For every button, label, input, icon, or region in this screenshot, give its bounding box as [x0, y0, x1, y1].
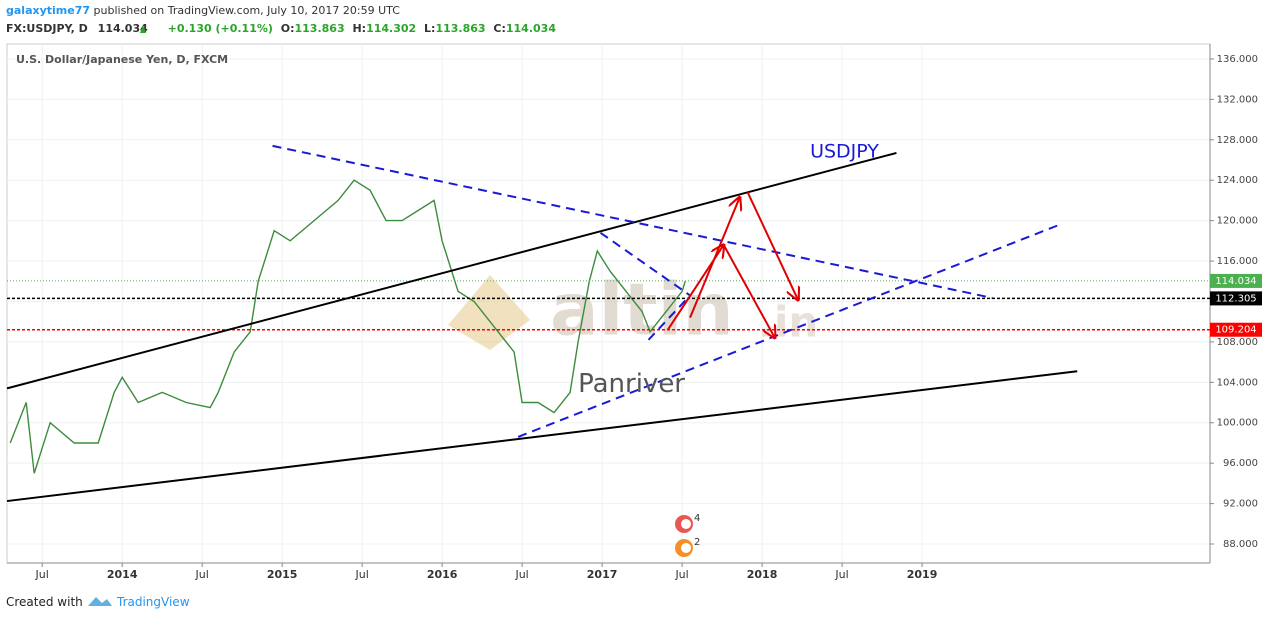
y-tick-label: 128.000	[1217, 135, 1258, 146]
y-tick-label: 88.000	[1223, 539, 1258, 550]
chart-title: U.S. Dollar/Japanese Yen, D, FXCM	[16, 53, 228, 66]
footer-created: Created with	[6, 595, 83, 609]
price-box-label: 112.305	[1215, 293, 1256, 304]
header-line: galaxytime77 published on TradingView.co…	[6, 4, 400, 17]
ohlc-label: H:	[352, 22, 366, 35]
y-tick-label: 132.000	[1217, 94, 1258, 105]
trend-line	[599, 231, 691, 297]
x-tick-label: 2019	[907, 568, 938, 581]
x-tick-label: Jul	[355, 568, 369, 581]
x-tick-label: Jul	[195, 568, 209, 581]
ohlc-value: 114.302	[366, 22, 416, 35]
price-box	[1210, 322, 1262, 337]
arrow	[689, 197, 740, 319]
change: +0.130 (+0.11%)	[168, 22, 273, 35]
event-icon-inner	[681, 519, 691, 529]
watermark: altin	[550, 268, 734, 352]
trend-line	[272, 144, 993, 299]
ohlc-value: 114.034	[506, 22, 556, 35]
y-tick-label: 108.000	[1217, 337, 1258, 348]
last-price-box	[1210, 273, 1262, 288]
annotation: Panriver	[578, 369, 685, 399]
trend-line	[647, 294, 691, 341]
event-count: 2	[694, 537, 700, 548]
ohlc-value: 113.863	[435, 22, 485, 35]
trend-line	[6, 370, 1078, 503]
x-tick-label: Jul	[834, 568, 848, 581]
price-line	[9, 179, 686, 474]
arrow	[746, 191, 798, 300]
y-tick-label: 120.000	[1217, 216, 1258, 227]
arrow	[722, 244, 775, 338]
y-tick-label: 124.000	[1217, 175, 1258, 186]
ohlc-label: O:	[281, 22, 295, 35]
trend-line	[517, 223, 1060, 438]
x-tick-label: 2016	[427, 568, 458, 581]
annotation: USDJPY	[810, 140, 879, 162]
up-icon	[140, 25, 146, 33]
tv-logo	[88, 597, 112, 606]
x-tick-label: Jul	[674, 568, 688, 581]
last: 114.034	[98, 22, 148, 35]
event-count: 4	[694, 513, 700, 524]
published: published on TradingView.com, July 10, 2…	[94, 4, 401, 17]
y-tick-label: 116.000	[1217, 256, 1258, 267]
price-box	[1210, 291, 1262, 306]
footer-brand[interactable]: TradingView	[116, 595, 190, 609]
x-tick-label: Jul	[35, 568, 49, 581]
event-icon-inner	[681, 543, 691, 553]
y-tick-label: 92.000	[1223, 499, 1258, 510]
watermark-logo	[448, 275, 530, 350]
symbol-line: FX:USDJPY, D 114.034 +0.130 (+0.11%) O:1…	[6, 22, 556, 35]
y-tick-label: 100.000	[1217, 418, 1258, 429]
x-tick-label: 2015	[267, 568, 298, 581]
footer-line: Created with TradingView	[6, 595, 190, 609]
ohlc-label: C:	[493, 22, 505, 35]
author[interactable]: galaxytime77	[6, 4, 90, 17]
y-tick-label: 136.000	[1217, 54, 1258, 65]
symbol: FX:USDJPY, D	[6, 22, 88, 35]
price-box-label: 109.204	[1215, 325, 1256, 336]
ohlc-value: 113.863	[295, 22, 345, 35]
last-price-label: 114.034	[1215, 276, 1256, 287]
x-tick-label: Jul	[514, 568, 528, 581]
y-tick-label: 104.000	[1217, 377, 1258, 388]
ohlc-label: L:	[424, 22, 435, 35]
x-tick-label: 2014	[107, 568, 138, 581]
y-tick-label: 96.000	[1223, 458, 1258, 469]
x-tick-label: 2018	[747, 568, 778, 581]
x-tick-label: 2017	[587, 568, 618, 581]
